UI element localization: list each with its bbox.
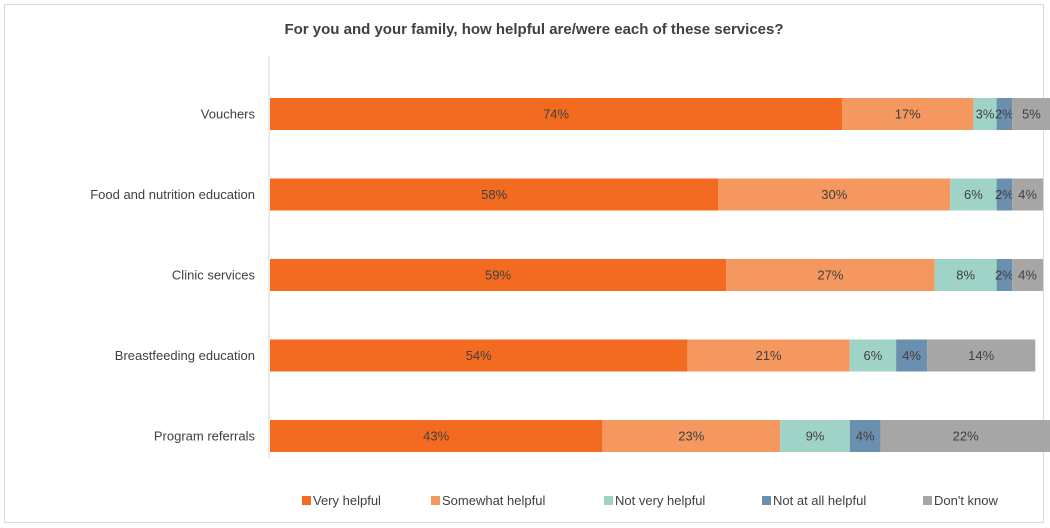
bar-segment <box>927 339 1036 372</box>
bar-segment <box>934 259 997 291</box>
legend-label: Not very helpful <box>615 493 705 508</box>
legend-label: Not at all helpful <box>773 493 866 508</box>
data-label: 21% <box>756 348 782 363</box>
chart-title: For you and your family, how helpful are… <box>284 21 783 38</box>
data-label: 27% <box>817 268 843 283</box>
data-label: 14% <box>968 348 994 363</box>
bar-segment <box>842 98 974 130</box>
legend: Very helpful Somewhat helpful Not very hel… <box>302 493 999 508</box>
legend-swatch <box>302 496 311 505</box>
bar-segment <box>602 420 781 452</box>
legend-label: Don't know <box>934 493 999 508</box>
data-label: 9% <box>806 429 825 444</box>
bar-segment <box>270 259 727 291</box>
bar-segment <box>896 339 928 372</box>
bar-segment <box>996 98 1013 130</box>
bar-segment <box>996 178 1013 211</box>
bar-segment <box>718 178 951 211</box>
data-label: 17% <box>895 107 921 122</box>
category-label: Vouchers <box>201 107 256 122</box>
bar-segment <box>849 420 881 452</box>
data-label: 3% <box>976 107 995 122</box>
legend-swatch <box>604 496 613 505</box>
data-label: 59% <box>485 268 511 283</box>
bar-segment <box>270 178 719 211</box>
data-label: 58% <box>481 187 507 202</box>
data-label: 4% <box>856 429 875 444</box>
data-label: 4% <box>1018 187 1037 202</box>
bar-segment <box>1012 259 1043 291</box>
bar-segment <box>270 98 843 130</box>
data-label: 4% <box>1018 268 1037 283</box>
bar-segment <box>1012 98 1050 130</box>
category-label: Program referrals <box>154 429 256 444</box>
legend-swatch <box>923 496 932 505</box>
bar-segment <box>973 98 997 130</box>
data-label: 2% <box>995 187 1014 202</box>
bar-segment <box>270 420 603 452</box>
data-label: 6% <box>964 187 983 202</box>
legend-swatch <box>431 496 440 505</box>
bar-segment <box>950 178 997 211</box>
data-label: 74% <box>543 107 569 122</box>
bars-group: 74% 17% 3% 2% 5%58% 30% 6% 2% 4%59% 27% 8% 2% 4%54% 2… <box>270 98 1050 452</box>
legend-swatch <box>762 496 771 505</box>
bar-segment <box>849 339 897 372</box>
category-label: Clinic services <box>172 268 256 283</box>
data-label: 54% <box>466 348 492 363</box>
bar-segment <box>270 339 688 372</box>
category-label: Food and nutrition education <box>90 187 255 202</box>
legend-label: Somewhat helpful <box>442 493 545 508</box>
data-label: 22% <box>953 429 979 444</box>
bar-segment <box>687 339 850 372</box>
legend-label: Very helpful <box>313 493 381 508</box>
bar-segment <box>726 259 935 291</box>
data-label: 6% <box>864 348 883 363</box>
bar-segment <box>1012 178 1043 211</box>
data-label: 2% <box>995 268 1014 283</box>
data-label: 5% <box>1022 107 1041 122</box>
bar-segment <box>996 259 1013 291</box>
bar-segment <box>780 420 850 452</box>
data-label: 4% <box>902 348 921 363</box>
category-label: Breastfeeding education <box>115 348 255 363</box>
data-label: 30% <box>821 187 847 202</box>
data-label: 8% <box>956 268 975 283</box>
bar-segment <box>880 420 1050 452</box>
data-label: 23% <box>678 429 704 444</box>
data-label: 2% <box>995 107 1014 122</box>
data-label: 43% <box>423 429 449 444</box>
category-labels: Vouchers Food and nutrition education Clin… <box>90 107 255 444</box>
